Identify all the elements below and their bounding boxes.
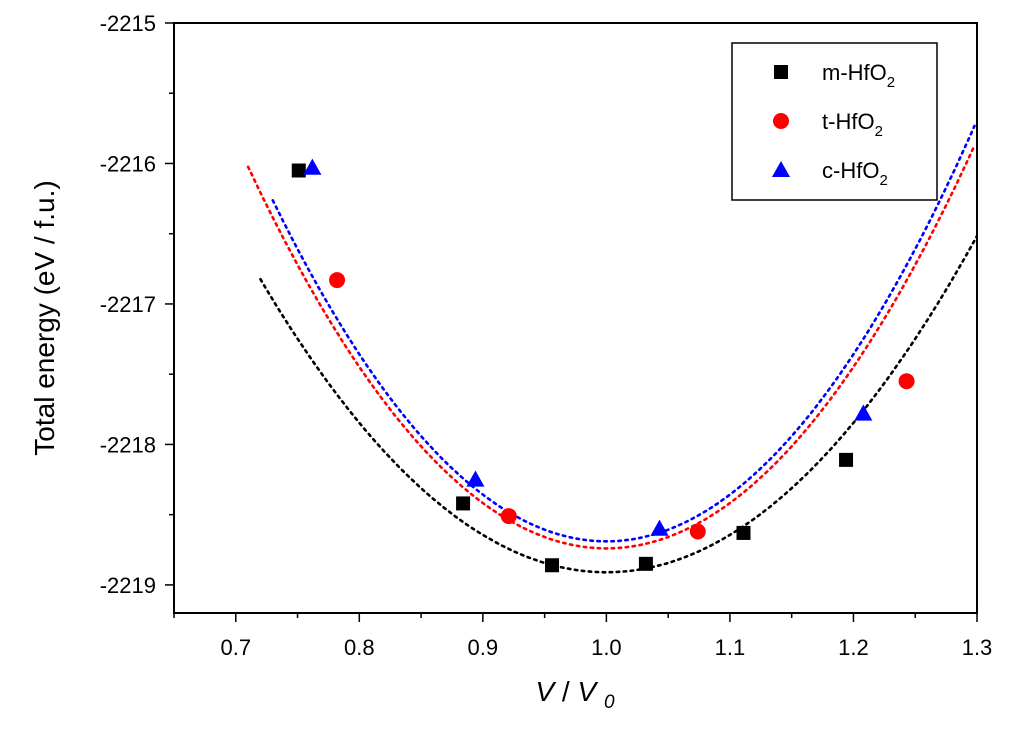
x-axis-title-v: V — [535, 676, 556, 707]
x-axis-title-sep: / — [562, 676, 578, 707]
plot-frame — [173, 22, 978, 614]
fit-curve-t-hfo — [246, 144, 976, 550]
triangle-point-c-hfo — [650, 519, 669, 536]
legend-label-base: m-HfO — [822, 60, 887, 85]
x-tick-label: 0.8 — [344, 635, 375, 660]
legend-label-t-hfo: t-HfO2 — [822, 109, 883, 140]
x-tick-label: 1.1 — [715, 635, 746, 660]
legend-marker-m-hfo — [774, 65, 788, 79]
legend-label-subscript: 2 — [875, 123, 883, 140]
data-markers — [291, 158, 915, 573]
x-tick-label: 1.2 — [838, 635, 869, 660]
x-axis-ticks: 0.7 0.8 0.9 1.0 1.1 1.2 1.3 — [173, 613, 993, 660]
y-axis-ticks: -2219 -2218 -2217 -2216 -2215 — [100, 11, 174, 598]
legend-marker-c-hfo — [771, 160, 791, 178]
fit-curve-c-hfo — [271, 124, 976, 543]
square-point-m-hfo — [839, 452, 854, 467]
square-point-m-hfo — [736, 525, 751, 540]
x-axis-title: V / V 0 — [535, 676, 615, 713]
y-tick-label: -2217 — [100, 292, 156, 317]
legend-label-c-hfo: c-HfO2 — [822, 158, 888, 189]
x-tick-label: 0.9 — [468, 635, 499, 660]
triangle-point-c-hfo — [303, 158, 322, 175]
x-tick-label: 1.3 — [962, 635, 993, 660]
triangle-point-c-hfo — [854, 404, 873, 421]
legend-label-m-hfo: m-HfO2 — [822, 60, 895, 91]
square-point-m-hfo — [456, 496, 471, 511]
triangle-point-c-hfo — [466, 470, 485, 487]
square-point-m-hfo — [291, 163, 306, 178]
legend-label-base: c-HfO — [822, 158, 879, 183]
y-tick-label: -2215 — [100, 11, 156, 36]
circle-point-t-hfo — [898, 373, 915, 390]
square-point-m-hfo — [638, 556, 653, 571]
circle-point-t-hfo — [329, 272, 346, 289]
circle-point-t-hfo — [689, 523, 706, 540]
square-point-m-hfo — [545, 558, 560, 573]
circle-point-t-hfo — [500, 508, 517, 525]
fit-curve-m-hfo — [259, 234, 977, 574]
legend-label-base: t-HfO — [822, 109, 875, 134]
legend-frame — [731, 42, 938, 201]
legend-label-subscript: 2 — [887, 74, 895, 91]
legend-marker-t-hfo — [773, 113, 789, 129]
x-tick-label: 1.0 — [591, 635, 622, 660]
y-axis-title: Total energy (eV / f.u.) — [29, 180, 60, 455]
y-tick-label: -2218 — [100, 432, 156, 457]
x-axis-title-v0: V — [577, 676, 598, 707]
legend-label-subscript: 2 — [879, 172, 887, 189]
y-tick-label: -2219 — [100, 573, 156, 598]
x-tick-label: 0.7 — [220, 635, 251, 660]
y-tick-label: -2216 — [100, 151, 156, 176]
x-axis-title-subscript: 0 — [604, 692, 615, 713]
